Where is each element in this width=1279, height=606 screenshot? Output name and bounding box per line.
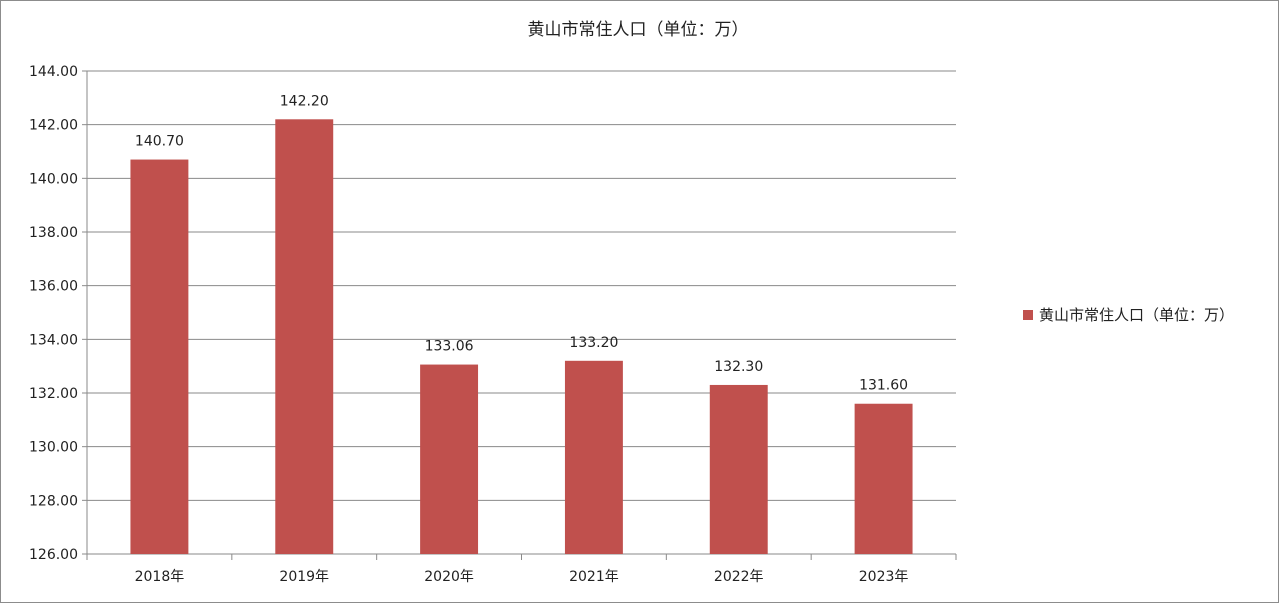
chart-title: 黄山市常住人口（单位：万） [528,20,749,40]
y-tick-label: 144.00 [29,64,78,80]
x-tick-label: 2021年 [569,569,619,585]
x-tick-label: 2020年 [424,569,474,585]
bar [130,159,189,555]
gridlines [87,70,956,501]
x-tick-label: 2022年 [714,569,764,585]
y-tick-label: 126.00 [29,547,78,563]
data-label: 131.60 [859,378,908,394]
bar [564,360,623,554]
data-label: 133.20 [569,335,618,351]
legend-label: 黄山市常住人口（单位：万） [1039,306,1234,324]
bar [275,119,334,555]
y-axis-ticks: 126.00 128.00 130.00 132.00 134.00 136.00 138.… [29,64,78,563]
data-label: 140.70 [135,134,184,150]
bars [130,119,913,555]
y-tick-label: 142.00 [29,118,78,134]
y-tick-label: 128.00 [29,493,78,509]
y-tick-label: 132.00 [29,386,78,402]
bar [709,384,768,554]
x-tick-label: 2023年 [859,569,909,585]
data-labels: 140.70 142.20 133.06 133.20 132.30 131.60 [135,93,908,393]
data-label: 133.06 [425,339,474,355]
y-tick-label: 140.00 [29,171,78,187]
legend-swatch [1023,310,1033,320]
legend: 黄山市常住人口（单位：万） [1023,306,1234,324]
x-tick-label: 2018年 [135,569,185,585]
x-axis-ticks: 2018年 2019年 2020年 2021年 2022年 2023年 [135,569,909,585]
data-label: 132.30 [714,359,763,375]
y-tick-label: 136.00 [29,279,78,295]
axes [82,70,957,560]
bar [420,364,479,554]
data-label: 142.20 [280,93,329,109]
y-tick-label: 138.00 [29,225,78,241]
y-tick-label: 134.00 [29,332,78,348]
bar [854,403,913,554]
y-tick-label: 130.00 [29,440,78,456]
x-tick-label: 2019年 [279,569,329,585]
